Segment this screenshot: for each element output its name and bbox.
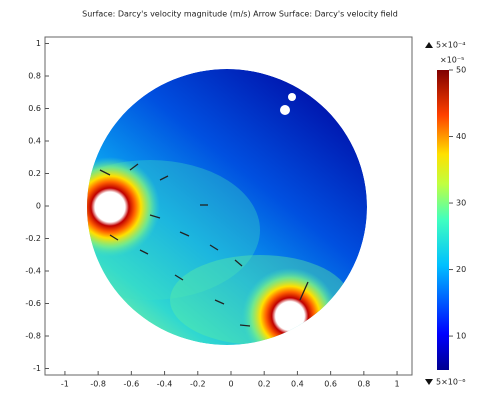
x-tick-label: -0.6 — [124, 380, 140, 389]
y-tick-label: -0.4 — [25, 267, 41, 276]
arrows — [99, 163, 309, 327]
colorbar-tick-label: 10 — [456, 332, 466, 341]
y-tick-label: 0.6 — [28, 104, 41, 113]
y-tick-label: -0.2 — [25, 234, 41, 243]
colorbar — [437, 70, 449, 370]
velocity-field — [87, 69, 367, 345]
chart-title: Surface: Darcy's velocity magnitude (m/s… — [82, 10, 398, 19]
colorbar-min-label: 5×10⁻⁶ — [436, 378, 465, 387]
y-tick-label: -0.8 — [25, 332, 41, 341]
y-tick-label: 0 — [36, 202, 41, 211]
x-tick-label: 0 — [228, 380, 233, 389]
x-tick-label: -0.4 — [157, 380, 173, 389]
y-tick-label: 0.4 — [28, 137, 41, 146]
x-tick-label: -1 — [61, 380, 69, 389]
y-tick-label: -0.6 — [25, 299, 41, 308]
x-tick-label: 1 — [395, 380, 400, 389]
max-marker — [425, 42, 433, 48]
colorbar-unit: ×10⁻⁵ — [440, 56, 464, 65]
y-tick-label: 0.8 — [28, 72, 41, 81]
x-tick-label: 0.2 — [258, 380, 271, 389]
colorbar-tick-label: 30 — [456, 199, 466, 208]
min-marker — [425, 379, 433, 385]
y-tick-label: 1 — [36, 39, 41, 48]
y-tick-label: 0.2 — [28, 169, 41, 178]
colorbar-tick-label: 50 — [456, 66, 466, 75]
colorbar-max-label: 5×10⁻⁴ — [436, 41, 465, 50]
colorbar-tick-label: 40 — [456, 132, 466, 141]
colorbar-tick-label: 20 — [456, 265, 466, 274]
x-tick-label: 0.4 — [291, 380, 304, 389]
x-tick-label: 0.6 — [324, 380, 337, 389]
y-tick-label: -1 — [33, 364, 41, 373]
x-tick-label: -0.8 — [90, 380, 106, 389]
x-tick-label: -0.2 — [190, 380, 206, 389]
x-tick-label: 0.8 — [357, 380, 370, 389]
